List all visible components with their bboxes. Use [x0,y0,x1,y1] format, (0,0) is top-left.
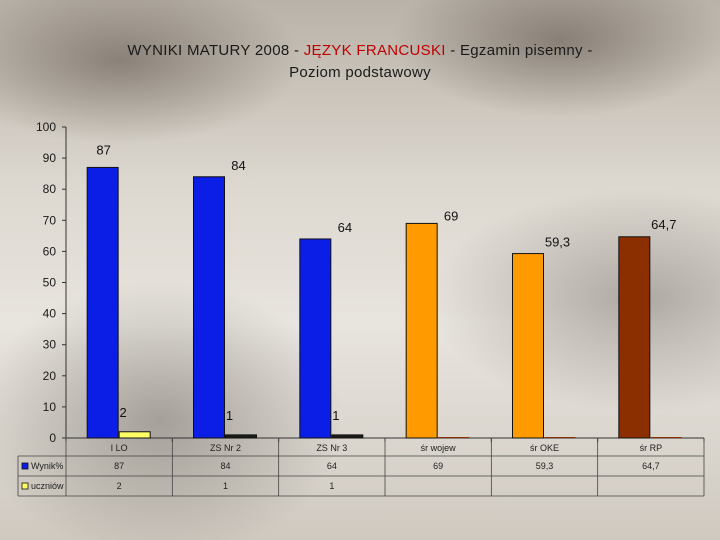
x-category-label: I LO [111,443,128,453]
table-cell: 84 [220,461,230,471]
title-subject: JĘZYK FRANCUSKI [303,42,446,59]
y-tick-label: 100 [36,120,56,134]
table-cell: 1 [223,481,228,491]
y-tick-label: 30 [43,338,57,352]
title-line2: Poziom podstawowy [289,64,431,81]
data-label-wynik: 69 [444,208,458,223]
x-category-label: śr wojew [421,443,457,453]
y-tick-label: 10 [43,400,57,414]
table-cell: 64 [327,461,337,471]
legend-key [21,482,29,490]
table-cell: 2 [117,481,122,491]
bar-uczniow [225,434,257,439]
bar-uczniow [331,434,364,439]
title-part1: WYNIKI MATURY 2008 - [127,42,304,59]
data-label-uczniow: 2 [120,405,127,420]
data-label-wynik: 84 [231,158,245,173]
table-cell: 69 [433,461,443,471]
data-label-wynik: 59,3 [545,235,570,250]
data-label-wynik: 87 [96,142,110,157]
bar-uczniow-empty [438,437,470,438]
bar-wynik [405,222,438,439]
y-tick-label: 70 [43,213,57,227]
bar-uczniow-empty [544,437,576,438]
table-cell: 64,7 [642,461,660,471]
data-label-wynik: 64,7 [651,217,676,232]
legend-entry: uczniów [31,481,64,491]
y-tick-label: 40 [43,307,57,321]
bar-wynik [86,166,119,439]
bar-uczniow-empty [650,437,682,438]
bar-wynik [193,176,225,439]
x-category-label: śr OKE [530,443,559,453]
bar-uczniow [118,431,151,439]
table-cell: 87 [114,461,124,471]
data-label-uczniow: 1 [332,408,339,423]
y-tick-label: 20 [43,369,57,383]
bar-wynik [299,238,332,439]
table-cell: 59,3 [536,461,554,471]
x-category-label: ZS Nr 2 [210,443,241,453]
bar-wynik [512,253,544,439]
title-part3: - Egzamin pisemny - [445,42,593,59]
x-category-label: ZS Nr 3 [316,443,347,453]
y-tick-label: 90 [43,151,57,165]
bar-wynik [618,236,651,439]
data-label-wynik: 64 [338,220,352,235]
table-cell: 1 [329,481,334,491]
y-tick-label: 60 [43,244,57,258]
chart-title: WYNIKI MATURY 2008 - JĘZYK FRANCUSKI - E… [60,40,660,84]
legend-key [21,462,29,470]
y-tick-label: 0 [49,431,56,445]
y-tick-label: 80 [43,182,57,196]
y-tick-label: 50 [43,276,57,290]
data-label-uczniow: 1 [226,408,233,423]
legend-entry: Wynik% [31,461,63,471]
x-category-label: śr RP [640,443,663,453]
